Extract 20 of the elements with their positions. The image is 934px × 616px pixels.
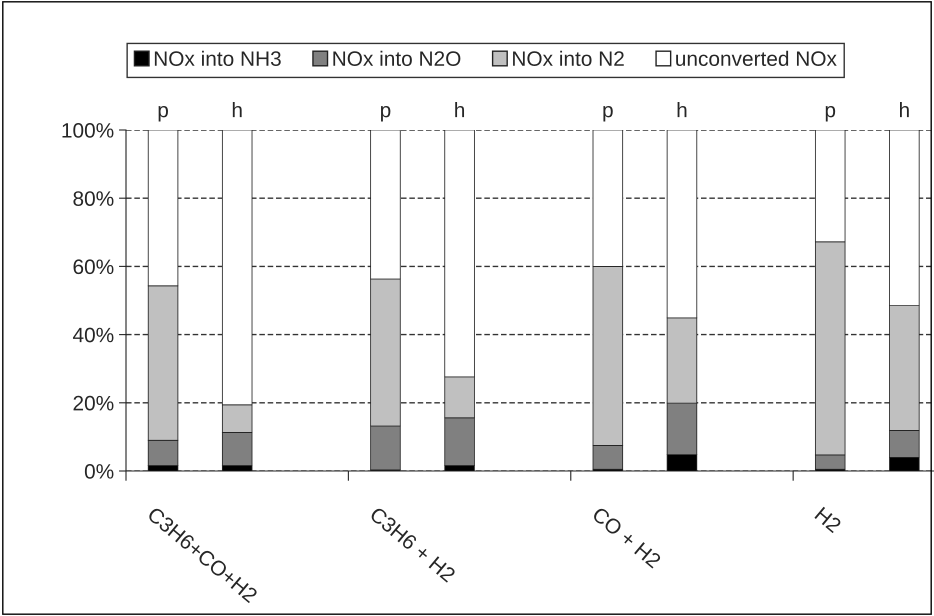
x-tick-label: p: [381, 106, 390, 122]
y-tick-label: 60%: [74, 259, 114, 274]
y-tick-label: 20%: [74, 396, 114, 411]
x-tick-label: h: [232, 102, 242, 118]
x-tick-label: p: [826, 106, 836, 122]
legend-label: unconverted NOx: [676, 50, 837, 66]
x-tick-label: p: [603, 106, 613, 122]
y-tick-label: 0%: [84, 464, 114, 479]
y-tick-label: 80%: [73, 191, 114, 206]
legend-label: NOx into N2O: [333, 50, 460, 66]
y-tick-label: 40%: [72, 328, 114, 342]
x-tick-label: h: [678, 102, 686, 118]
y-tick-label: 100%: [62, 123, 114, 138]
x-tick-label: h: [900, 102, 909, 118]
x-tick-label: h: [455, 102, 464, 118]
x-tick-label: p: [158, 106, 168, 122]
text: H2: [814, 506, 842, 534]
legend-label: NOx into NH3: [154, 50, 281, 66]
text: CO + H2: [591, 506, 662, 569]
legend-label: NOx into N2: [513, 50, 624, 66]
